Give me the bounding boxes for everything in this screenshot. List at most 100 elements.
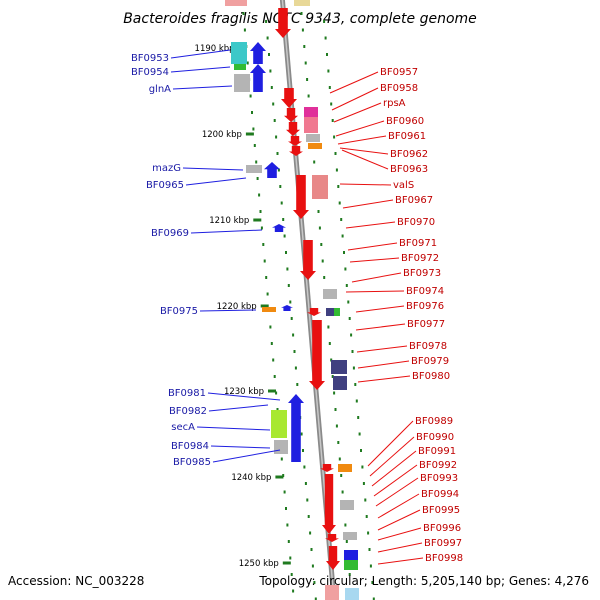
track-dot bbox=[296, 383, 299, 386]
reverse-gene-arrow bbox=[326, 546, 340, 570]
label-leader-line bbox=[331, 87, 379, 111]
gene-label-left: mazG bbox=[152, 163, 181, 174]
cog-box bbox=[344, 560, 358, 570]
label-leader-line bbox=[199, 309, 257, 312]
track-dot bbox=[255, 160, 258, 164]
cog-box bbox=[344, 550, 358, 560]
gene-label-right: rpsA bbox=[383, 98, 406, 109]
scale-ticks: 1190 kbp 1200 kbp 1210 kbp 1220 kbp 1230 kbp… bbox=[195, 44, 291, 569]
track-dot bbox=[335, 168, 338, 172]
gene-label-right: BF0977 bbox=[407, 319, 445, 330]
track-dot bbox=[260, 226, 263, 230]
track-dot bbox=[368, 548, 371, 551]
label-leader-line bbox=[356, 345, 408, 353]
label-leader-line bbox=[345, 290, 405, 293]
track-dot bbox=[287, 284, 290, 287]
scale-tick-label: 1190 kbp bbox=[195, 44, 235, 54]
track-dot bbox=[287, 540, 290, 543]
track-dot bbox=[276, 408, 279, 411]
track-dot bbox=[337, 185, 340, 188]
track-dot bbox=[266, 292, 269, 296]
track-dot bbox=[333, 391, 336, 395]
track-dot bbox=[343, 251, 345, 254]
gene-label-right: BF0993 bbox=[420, 473, 458, 484]
track-dot bbox=[273, 119, 276, 122]
label-leader-line bbox=[375, 477, 419, 507]
forward-gene-arrow bbox=[281, 305, 293, 311]
track-dot bbox=[341, 234, 344, 238]
track-dot bbox=[371, 581, 374, 584]
label-leader-line bbox=[333, 102, 382, 123]
gene-label-right: BF0997 bbox=[424, 538, 462, 549]
track-dot bbox=[338, 201, 341, 205]
track-dot bbox=[306, 78, 309, 81]
track-dot bbox=[303, 465, 306, 469]
track-dot bbox=[246, 61, 249, 65]
forward-gene-arrow bbox=[250, 64, 266, 92]
cog-box bbox=[262, 307, 276, 312]
track-dot bbox=[265, 20, 268, 23]
label-leader-line bbox=[335, 120, 385, 137]
cog-box bbox=[326, 308, 334, 316]
track-dot bbox=[272, 102, 275, 106]
gene-label-right: BF0995 bbox=[422, 505, 460, 516]
gene-partial bbox=[345, 588, 359, 600]
track-dot bbox=[357, 416, 360, 419]
track-dot bbox=[351, 350, 354, 353]
track-dot bbox=[256, 177, 259, 180]
scale-tick-label: 1220 kbp bbox=[217, 302, 257, 312]
cog-box bbox=[231, 42, 247, 64]
gene-label-right: BF0979 bbox=[411, 356, 449, 367]
gene-label-left: BF0975 bbox=[160, 306, 198, 317]
track-dot bbox=[283, 490, 286, 494]
label-leader-line bbox=[212, 449, 281, 463]
gene-label-right: BF0976 bbox=[406, 301, 444, 312]
reverse-gene-arrow bbox=[286, 122, 300, 136]
label-leader-line bbox=[377, 557, 424, 565]
track-dot bbox=[273, 375, 276, 378]
track-dot bbox=[331, 375, 334, 378]
genome-summary-text: Topology: circular; Length: 5,205,140 bp… bbox=[259, 574, 589, 588]
gene-features bbox=[225, 0, 359, 600]
gene-label-left: BF0954 bbox=[131, 67, 169, 78]
gene-label-right: BF0996 bbox=[423, 523, 461, 534]
scale-tick bbox=[245, 132, 254, 136]
track-dot bbox=[280, 201, 283, 205]
track-dot bbox=[304, 61, 307, 65]
reverse-gene-arrow bbox=[300, 240, 316, 280]
track-dot bbox=[283, 234, 286, 238]
track-dot bbox=[282, 218, 285, 221]
track-dot bbox=[348, 317, 351, 320]
gene-label-left: BF0969 bbox=[151, 228, 189, 239]
track-dot bbox=[313, 581, 316, 584]
gene-partial bbox=[325, 585, 339, 600]
label-leader-line bbox=[351, 272, 402, 283]
reverse-gene-arrow bbox=[281, 88, 297, 108]
scale-tick bbox=[275, 475, 284, 479]
label-leader-line bbox=[172, 85, 233, 90]
track-dot bbox=[338, 457, 341, 461]
label-leader-line bbox=[170, 49, 231, 59]
gene-partial bbox=[294, 0, 310, 6]
label-leader-line bbox=[367, 420, 414, 467]
track-dot bbox=[252, 127, 255, 131]
gene-label-left: BF0984 bbox=[171, 441, 209, 452]
scale-tick bbox=[282, 561, 291, 565]
track-dot bbox=[277, 168, 280, 172]
track-dot bbox=[345, 284, 348, 287]
track-dot bbox=[317, 210, 320, 213]
gene-label-right: BF0961 bbox=[388, 131, 426, 142]
track-dot bbox=[337, 441, 340, 444]
track-dot bbox=[372, 597, 375, 600]
track-dot bbox=[294, 366, 297, 370]
track-dot bbox=[327, 325, 330, 329]
label-leader-line bbox=[339, 147, 389, 155]
cog-box bbox=[323, 289, 337, 299]
track-dot bbox=[266, 36, 269, 40]
gene-label-left: BF0953 bbox=[131, 53, 169, 64]
reverse-gene-arrow bbox=[275, 8, 291, 38]
track-dot bbox=[275, 135, 278, 139]
track-dot bbox=[328, 342, 331, 345]
cog-box bbox=[246, 165, 262, 173]
